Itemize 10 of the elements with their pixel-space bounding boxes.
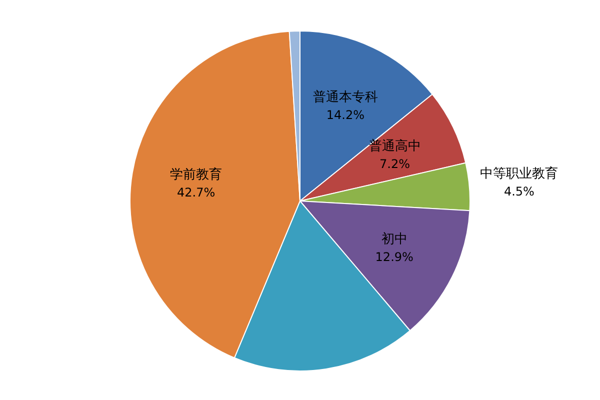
slice-label: 中等职业教育 bbox=[480, 165, 558, 182]
slice-label: 初中 bbox=[381, 232, 408, 247]
slice-label: 普通本专科 bbox=[312, 88, 378, 105]
data-label: 12.9% bbox=[375, 250, 414, 264]
data-label: 14.2% bbox=[326, 108, 365, 122]
slice-label: 学前教育 bbox=[170, 166, 222, 183]
data-label: 7.2% bbox=[380, 156, 410, 171]
data-label: 4.5% bbox=[504, 184, 534, 198]
slice-label: 普通高中 bbox=[368, 138, 421, 154]
data-label: 42.7% bbox=[176, 186, 216, 200]
